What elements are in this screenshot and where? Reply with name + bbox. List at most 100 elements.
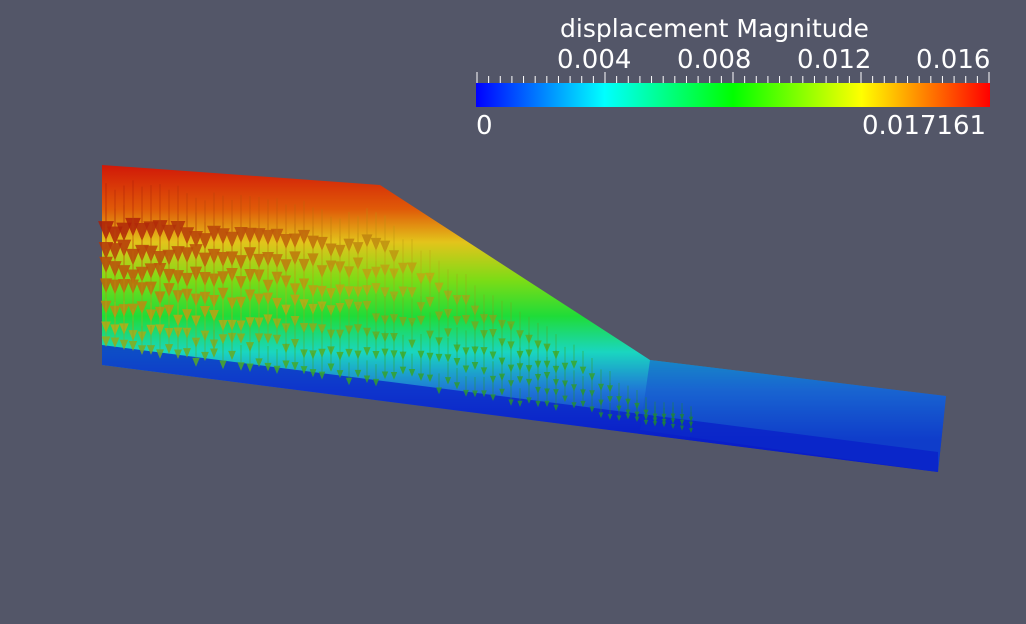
arrow-cone-glyph: [398, 286, 408, 298]
legend-tick-label: 0.016: [916, 45, 991, 75]
arrow-cone-glyph: [489, 329, 497, 339]
arrow-cone-glyph: [308, 323, 318, 334]
arrow-cone-glyph: [381, 371, 389, 380]
arrow-cone-glyph: [289, 251, 301, 266]
arrow-cone-glyph: [344, 299, 354, 311]
arrow-cone-glyph: [670, 423, 676, 430]
arrow-cone-glyph: [345, 377, 353, 386]
arrow-cone-glyph: [454, 382, 460, 390]
arrow-cone-glyph: [526, 378, 532, 387]
arrow-cone-glyph: [210, 348, 218, 358]
arrow-cone-glyph: [562, 395, 568, 403]
arrow-cone-glyph: [361, 234, 373, 248]
arrow-cone-glyph: [453, 358, 461, 367]
arrow-cone-glyph: [192, 357, 200, 367]
arrow-cone-glyph: [101, 336, 111, 347]
arrow-cone-glyph: [156, 349, 164, 359]
arrow-cone-glyph: [589, 406, 595, 413]
arrow-cone-glyph: [327, 363, 335, 372]
arrow-cone-glyph: [408, 369, 416, 377]
arrow-cone-glyph: [372, 378, 380, 387]
arrow-cone-glyph: [363, 375, 371, 384]
legend-min-label: 0: [476, 111, 493, 141]
arrow-cone-glyph: [507, 341, 515, 351]
arrow-cone-glyph: [390, 371, 398, 380]
arrow-cone-glyph: [508, 399, 514, 406]
arrow-cone-glyph: [381, 348, 389, 358]
arrow-cone-glyph: [607, 414, 613, 420]
arrow-cone-glyph: [426, 374, 434, 383]
arrow-cone-glyph: [499, 388, 505, 396]
arrow-cone-glyph: [425, 296, 435, 308]
arrow-cone-glyph: [480, 347, 488, 356]
arrow-cone-glyph: [471, 321, 479, 331]
arrow-cone-glyph: [516, 376, 524, 384]
arrow-cone-glyph: [417, 373, 425, 382]
arrow-cone-glyph: [679, 425, 685, 431]
arrow-cone-glyph: [570, 360, 578, 369]
arrow-cone-glyph: [598, 412, 604, 419]
arrow-cone-glyph: [218, 334, 228, 345]
arrow-cone-glyph: [435, 353, 443, 363]
legend-tick-marks: [476, 72, 990, 84]
arrow-cone-glyph: [264, 362, 272, 372]
arrow-cone-glyph: [517, 400, 523, 408]
arrow-cone-glyph: [371, 283, 381, 295]
arrow-cone-glyph: [335, 302, 345, 314]
arrow-cone-glyph: [652, 421, 658, 427]
arrow-cone-glyph: [136, 301, 148, 315]
arrow-cone-glyph: [380, 287, 390, 299]
arrow-cone-glyph: [245, 317, 255, 329]
arrow-cone-glyph: [353, 324, 363, 334]
arrow-cone-glyph: [544, 400, 550, 408]
arrow-cone-glyph: [434, 282, 444, 294]
arrow-cone-glyph: [119, 339, 129, 350]
arrow-cone-glyph: [634, 416, 640, 423]
arrow-cone-glyph: [390, 350, 398, 359]
legend-tick-label: 0.004: [557, 45, 632, 75]
arrow-cone-glyph: [489, 351, 497, 360]
arrow-cone-glyph: [571, 384, 577, 392]
arrow-cone-glyph: [317, 324, 327, 335]
legend-title: displacement Magnitude: [560, 14, 869, 43]
arrow-cone-glyph: [146, 345, 156, 355]
arrow-cone-glyph: [571, 402, 577, 409]
arrow-cone-glyph: [444, 328, 452, 338]
arrow-cone-glyph: [291, 362, 299, 371]
arrow-cone-glyph: [416, 273, 426, 285]
arrow-cone-glyph: [407, 287, 417, 299]
arrow-cone-glyph: [426, 330, 434, 340]
arrow-cone-glyph: [481, 390, 487, 398]
arrow-cone-glyph: [580, 400, 586, 408]
arrow-cone-glyph: [128, 341, 138, 352]
arrow-cone-glyph: [436, 387, 442, 395]
arrow-cone-glyph: [553, 389, 559, 396]
arrow-cone-glyph: [463, 389, 469, 397]
arrow-cone-glyph: [183, 348, 191, 358]
arrow-cone-glyph: [280, 275, 292, 289]
arrow-cone-glyph: [508, 380, 514, 388]
arrow-cone-glyph: [228, 350, 236, 361]
arrow-cone-glyph: [352, 257, 364, 270]
arrow-cone-glyph: [372, 350, 380, 360]
arrow-cone-glyph: [263, 333, 273, 344]
arrow-cone-glyph: [462, 365, 470, 374]
arrow-cone-glyph: [110, 337, 120, 348]
arrow-cone-glyph: [489, 375, 497, 384]
arrow-cone-glyph: [201, 351, 209, 362]
color-scale-bar[interactable]: [476, 83, 990, 107]
arrow-cone-glyph: [344, 325, 354, 336]
arrow-cone-glyph: [219, 360, 227, 370]
arrow-cone-glyph: [526, 397, 532, 404]
arrow-cone-glyph: [434, 311, 444, 322]
arrow-cone-glyph: [291, 339, 299, 349]
arrow-cone-glyph: [299, 323, 309, 334]
arrow-cone-glyph: [616, 415, 622, 422]
arrow-cone-glyph: [398, 316, 408, 327]
arrow-cone-glyph: [490, 394, 496, 401]
arrow-cone-glyph: [362, 300, 372, 312]
arrow-cone-glyph: [408, 339, 416, 349]
arrow-cone-glyph: [164, 344, 174, 354]
arrow-cone-glyph: [217, 287, 229, 301]
